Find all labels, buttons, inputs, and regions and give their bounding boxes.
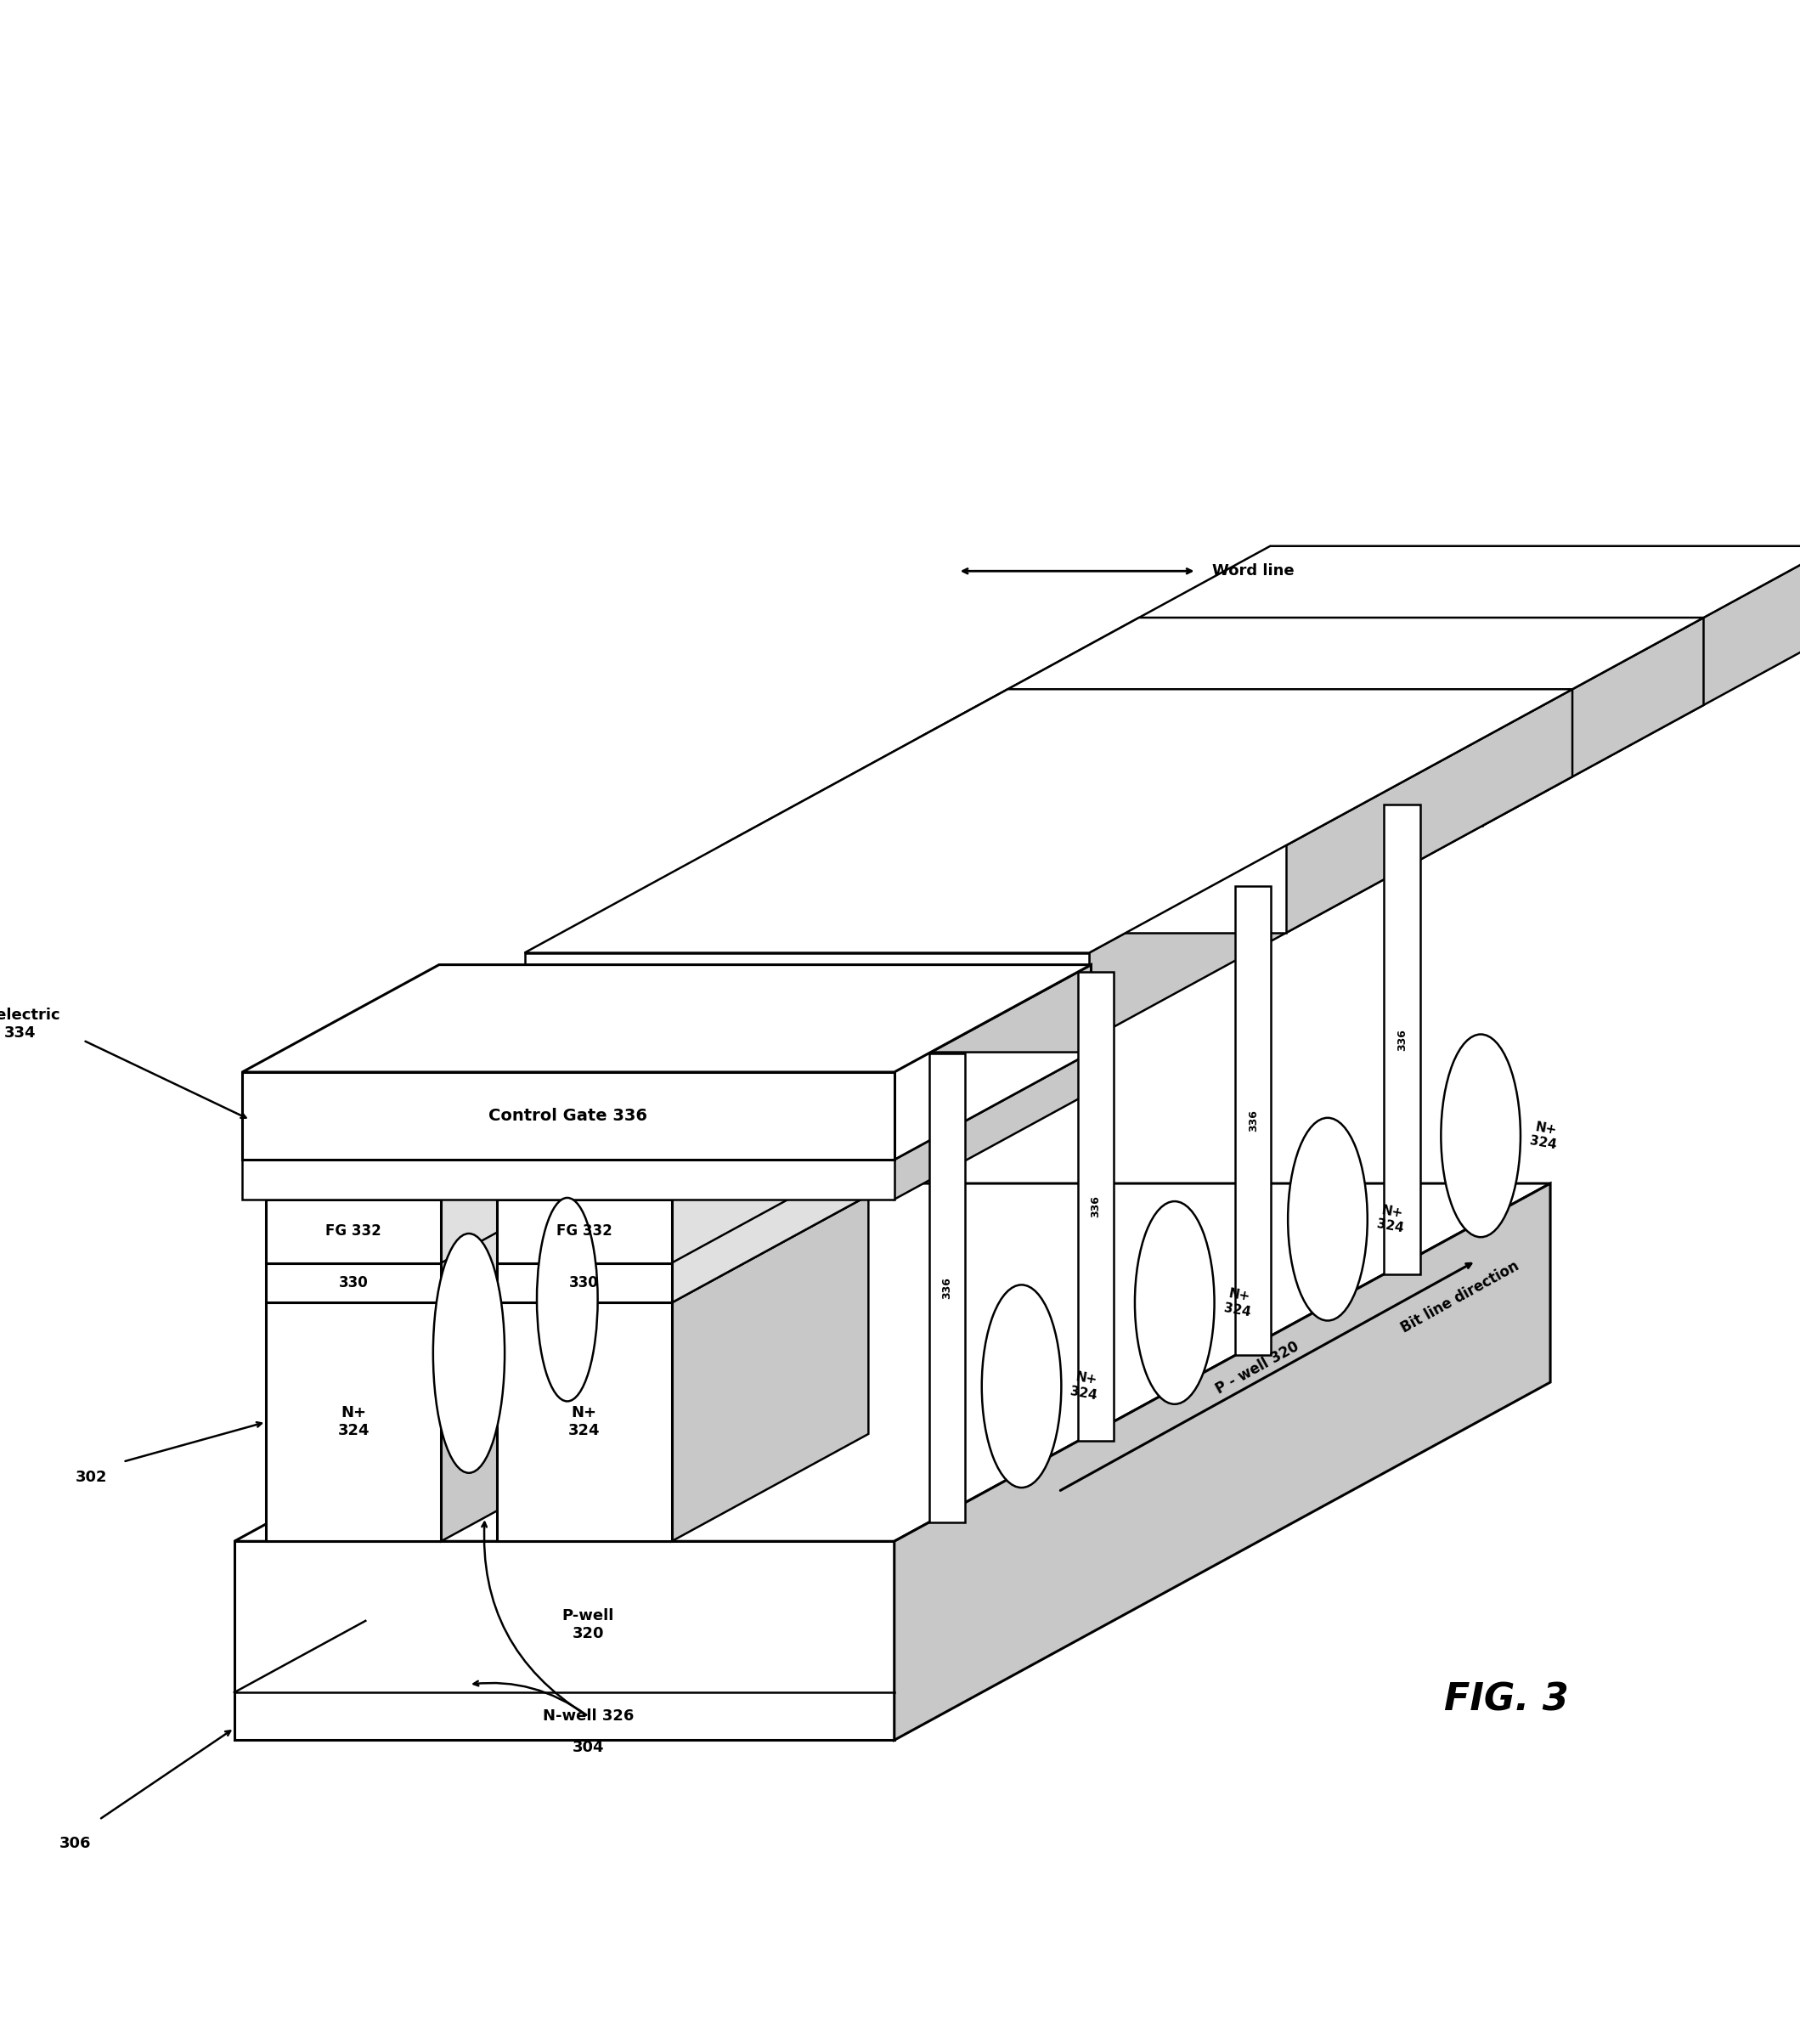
Text: N-well 326: N-well 326 — [542, 1709, 634, 1723]
Polygon shape — [266, 1200, 441, 1263]
Polygon shape — [722, 617, 1703, 846]
Text: N+
324: N+ 324 — [1375, 1204, 1408, 1235]
Polygon shape — [266, 1091, 637, 1200]
Text: FG 332: FG 332 — [556, 1224, 612, 1239]
Polygon shape — [243, 1159, 895, 1200]
Text: 306: 306 — [59, 1836, 92, 1850]
Ellipse shape — [434, 1233, 504, 1474]
Polygon shape — [1235, 885, 1271, 1355]
Polygon shape — [243, 1053, 1091, 1159]
Polygon shape — [497, 1200, 671, 1263]
Polygon shape — [497, 1155, 868, 1263]
Polygon shape — [1089, 689, 1573, 1040]
Text: FIG. 3: FIG. 3 — [1444, 1682, 1570, 1719]
Polygon shape — [497, 1196, 868, 1302]
Ellipse shape — [981, 1286, 1062, 1488]
Polygon shape — [266, 1302, 441, 1541]
Text: 302: 302 — [76, 1470, 108, 1486]
Polygon shape — [722, 846, 1285, 932]
Text: 336: 336 — [941, 1278, 952, 1298]
Ellipse shape — [1134, 1202, 1215, 1404]
Polygon shape — [497, 1263, 671, 1302]
Text: N+
324: N+ 324 — [1222, 1288, 1255, 1318]
Polygon shape — [671, 1091, 868, 1263]
Polygon shape — [441, 1155, 637, 1302]
Text: 330: 330 — [569, 1275, 599, 1290]
Polygon shape — [671, 1196, 868, 1541]
Text: Dielectric
334: Dielectric 334 — [0, 1008, 61, 1040]
Polygon shape — [895, 1053, 1091, 1200]
Text: N+
324: N+ 324 — [1069, 1369, 1102, 1402]
Text: P-well
320: P-well 320 — [562, 1609, 614, 1641]
Text: FG 332: FG 332 — [326, 1224, 382, 1239]
Text: 336: 336 — [1397, 1028, 1408, 1051]
Polygon shape — [497, 1091, 868, 1200]
Text: Word line: Word line — [1213, 564, 1294, 578]
Polygon shape — [266, 1263, 441, 1302]
Ellipse shape — [1289, 1118, 1368, 1320]
Polygon shape — [1483, 546, 1800, 826]
Polygon shape — [918, 546, 1800, 738]
Polygon shape — [1384, 805, 1420, 1273]
Polygon shape — [234, 1541, 895, 1739]
Polygon shape — [497, 1302, 671, 1541]
Text: N+
324: N+ 324 — [569, 1406, 599, 1439]
Polygon shape — [243, 965, 1091, 1073]
Text: 330: 330 — [338, 1275, 369, 1290]
Text: 336: 336 — [1091, 1196, 1102, 1218]
Text: P - well 320: P - well 320 — [1213, 1339, 1301, 1398]
Polygon shape — [1285, 617, 1703, 932]
Polygon shape — [266, 1196, 637, 1302]
Text: 304: 304 — [572, 1739, 605, 1756]
Polygon shape — [929, 1053, 965, 1523]
Ellipse shape — [536, 1198, 598, 1402]
Polygon shape — [524, 953, 1089, 1040]
Polygon shape — [524, 689, 1573, 953]
Text: N+
324: N+ 324 — [338, 1406, 369, 1439]
Ellipse shape — [1442, 1034, 1521, 1237]
Text: Control Gate 336: Control Gate 336 — [490, 1108, 648, 1124]
Polygon shape — [234, 1183, 1550, 1541]
Polygon shape — [243, 1073, 895, 1159]
Polygon shape — [895, 965, 1091, 1159]
Polygon shape — [441, 1196, 637, 1541]
Polygon shape — [918, 738, 1483, 826]
Text: 336: 336 — [1247, 1110, 1258, 1132]
Text: N+
324: N+ 324 — [1528, 1120, 1561, 1151]
Polygon shape — [895, 1183, 1550, 1739]
Polygon shape — [266, 1155, 637, 1263]
Text: Bit line direction: Bit line direction — [1399, 1257, 1521, 1335]
Polygon shape — [1078, 971, 1114, 1441]
Polygon shape — [671, 1155, 868, 1302]
Polygon shape — [441, 1091, 637, 1263]
